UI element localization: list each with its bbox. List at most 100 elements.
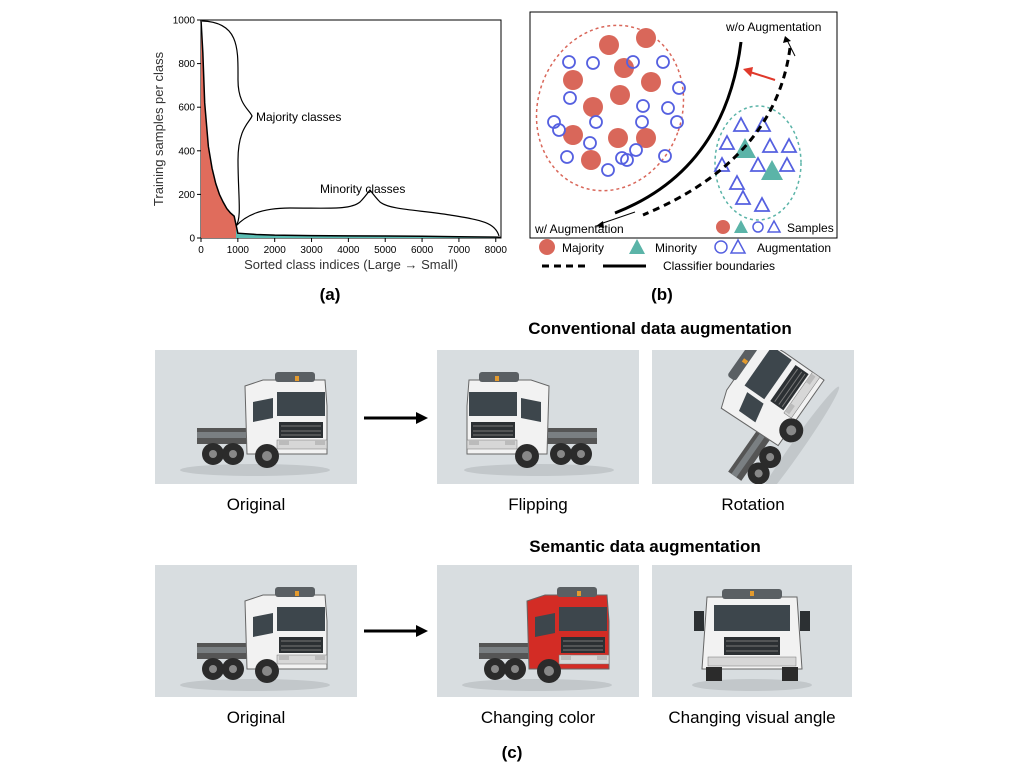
- legend-samples-minority-icon: [734, 220, 748, 233]
- w-pointer-head: [596, 221, 604, 228]
- augmented-minority-sample: [761, 137, 779, 153]
- label-wo-augmentation: w/o Augmentation: [725, 20, 821, 34]
- panel-c-label: (c): [501, 743, 523, 762]
- augmented-minority-sample: [778, 156, 796, 172]
- legend-majority-label: Majority: [562, 241, 604, 255]
- panel-b-label: (b): [651, 285, 673, 304]
- augmented-majority-sample: [583, 136, 597, 150]
- image-original-1: [155, 350, 357, 484]
- legend-samples-majority-icon: [716, 220, 730, 234]
- augmented-majority-sample: [620, 153, 634, 167]
- augmented-minority-sample: [732, 116, 750, 132]
- label-w-augmentation: w/ Augmentation: [534, 222, 624, 236]
- legend-samples-label: Samples: [787, 221, 834, 235]
- y-tick-label: 0: [189, 234, 195, 245]
- augmented-minority-sample: [734, 189, 752, 205]
- majority-sample: [599, 35, 619, 55]
- wo-pointer-head: [783, 36, 791, 43]
- arrow-row-2: [364, 625, 428, 637]
- caption-flipping: Flipping: [508, 495, 568, 514]
- semantic-title: Semantic data augmentation: [529, 537, 761, 556]
- legend-minority-icon: [629, 239, 645, 254]
- caption-original-1: Original: [226, 495, 286, 514]
- image-changing-color: [437, 565, 639, 697]
- legend-aug-triangle-icon: [729, 238, 747, 254]
- augmented-majority-sample: [658, 149, 672, 163]
- image-original-2: [155, 565, 357, 697]
- augmented-majority-sample: [626, 55, 640, 69]
- chart-a-braces: [201, 20, 500, 237]
- augmented-majority-sample: [661, 101, 675, 115]
- chart-a-ylabel: Training samples per class: [151, 51, 166, 206]
- augmented-majority-sample: [636, 99, 650, 113]
- caption-original-2: Original: [226, 708, 286, 727]
- legend-samples-aug-triangle-icon: [766, 219, 782, 233]
- augmented-majority-sample: [586, 56, 600, 70]
- x-tick-label: 7000: [448, 245, 471, 256]
- x-tick-label: 5000: [374, 245, 397, 256]
- augmented-majority-sample: [563, 91, 577, 105]
- chart-a-xlabel: Sorted class indices (Large → Small): [244, 257, 458, 272]
- distribution-line: [200, 19, 502, 239]
- augmented-majority-sample: [601, 163, 615, 177]
- conventional-title: Conventional data augmentation: [528, 319, 792, 338]
- augmented-majority-sample: [670, 115, 684, 129]
- image-rotation: [652, 350, 854, 484]
- majority-sample: [614, 58, 634, 78]
- arrow-row-1: [364, 412, 428, 424]
- augmented-majority-sample: [672, 81, 686, 95]
- chart-a-annotation-minority: Minority classes: [320, 182, 405, 196]
- y-tick-label: 600: [178, 103, 195, 114]
- augmented-minority-sample: [728, 174, 746, 190]
- area-series-1: [201, 20, 237, 238]
- majority-sample: [636, 28, 656, 48]
- minority-cluster-ellipse: [714, 105, 802, 221]
- legend-minority-label: Minority: [655, 241, 697, 255]
- augmented-majority-sample: [552, 123, 566, 137]
- shift-arrow-head: [743, 67, 753, 77]
- augmented-majority-sample: [562, 55, 576, 69]
- caption-changing-visual-angle: Changing visual angle: [668, 708, 836, 727]
- majority-sample: [563, 125, 583, 145]
- augmented-majority-sample: [629, 143, 643, 157]
- minority-sample: [761, 160, 783, 180]
- majority-sample: [581, 150, 601, 170]
- majority-sample: [641, 72, 661, 92]
- image-changing-visual-angle: [652, 565, 852, 697]
- augmented-minority-sample: [753, 196, 771, 212]
- x-tick-label: 1000: [227, 245, 250, 256]
- augmented-minority-sample: [780, 137, 798, 153]
- area-series-2: [236, 224, 501, 238]
- y-tick-label: 800: [178, 59, 195, 70]
- x-tick-label: 2000: [264, 245, 287, 256]
- chart-a-annotation-majority: Majority classes: [256, 110, 341, 124]
- majority-sample: [608, 128, 628, 148]
- legend-majority-icon: [539, 239, 555, 255]
- majority-sample: [610, 85, 630, 105]
- caption-rotation: Rotation: [721, 495, 785, 514]
- legend-aug-circle-icon: [714, 240, 728, 254]
- augmented-minority-sample: [718, 134, 736, 150]
- x-tick-label: 8000: [485, 245, 508, 256]
- chart-a: 0 1000 2000 3000 4000 5000 6000 7000 8000 0 200 40…: [151, 16, 508, 273]
- augmented-majority-sample: [560, 150, 574, 164]
- boundary-without-augmentation: [642, 47, 792, 217]
- diagram-b-frame: [529, 11, 838, 239]
- w-pointer: [599, 211, 636, 225]
- majority-sample: [636, 128, 656, 148]
- diagram-b: w/o Augmentation w/ Augmentation Samples…: [529, 11, 838, 273]
- chart-a-plot-area: [200, 19, 502, 239]
- x-tick-label: 3000: [300, 245, 323, 256]
- boundary-with-augmentation: [614, 41, 743, 215]
- y-tick-label: 400: [178, 146, 195, 157]
- augmented-majority-sample: [656, 55, 670, 69]
- x-tick-label: 0: [198, 245, 204, 256]
- augmented-minority-sample: [749, 156, 767, 172]
- legend-samples-aug-circle-icon: [752, 221, 764, 233]
- y-tick-label: 1000: [173, 16, 196, 27]
- augmented-minority-sample: [754, 116, 772, 132]
- augmented-majority-sample: [635, 115, 649, 129]
- legend-augmentation-label: Augmentation: [757, 241, 831, 255]
- majority-sample: [583, 97, 603, 117]
- x-tick-label: 6000: [411, 245, 434, 256]
